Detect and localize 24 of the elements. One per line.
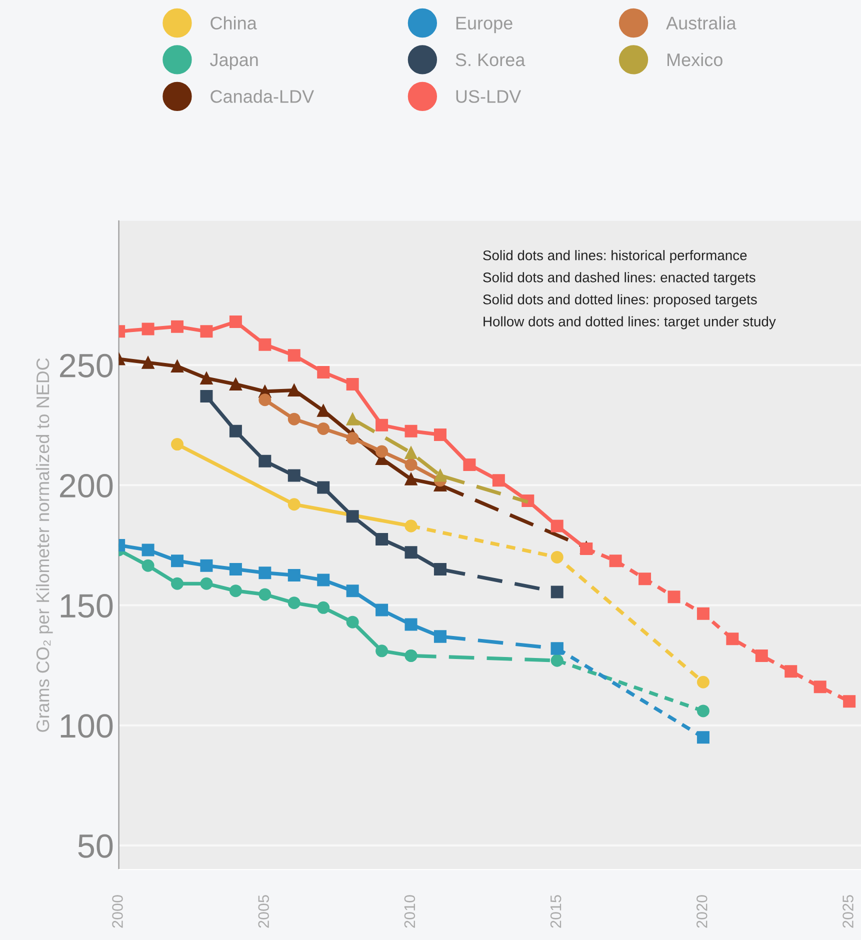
annotation: Solid dots and dashed lines: enacted targets (483, 272, 756, 286)
y-tick-label: 250 (60, 354, 113, 378)
legend-label: Australia (666, 16, 736, 30)
legend-label: S. Korea (456, 53, 526, 66)
legend-label: Europe (456, 16, 512, 34)
y-tick-label: 200 (60, 474, 113, 498)
legend-label: Japan (210, 54, 258, 70)
y-tick-label: 100 (60, 714, 113, 738)
annotation: Hollow dots and dotted lines: target under study (484, 316, 776, 330)
x-tick-label: 2005 (258, 895, 270, 928)
legend-label: China (210, 16, 257, 30)
annotation: Solid dots and lines: historical performance (483, 250, 747, 264)
annotation: Solid dots and dotted lines: proposed targets (483, 294, 757, 308)
x-tick-label: 2015 (550, 895, 562, 928)
legend-label: US-LDV (456, 90, 522, 103)
x-tick-label: 2000 (112, 895, 123, 928)
x-tick-label: 2010 (404, 895, 416, 928)
legend-label: Mexico (668, 52, 722, 66)
y-tick-label: 50 (78, 834, 113, 858)
legend-label: Canada-LDV (210, 90, 314, 103)
y-axis-title: Grams CO₂ per Kilometer normalized to NEDC (36, 358, 53, 732)
x-tick-label: 2025 (842, 895, 854, 928)
y-tick-label: 150 (60, 594, 113, 618)
x-tick-label: 2020 (696, 895, 708, 928)
